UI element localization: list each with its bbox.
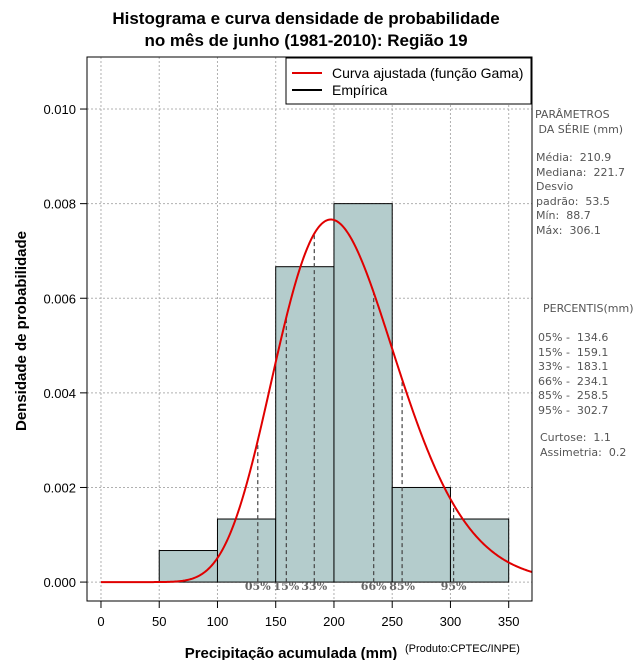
percentile-label: 95% xyxy=(441,580,467,593)
percentile-label: 33% xyxy=(301,580,327,593)
y-tick-label: 0.004 xyxy=(43,386,76,401)
y-tick-label: 0.010 xyxy=(43,102,76,117)
y-tick-label: 0.006 xyxy=(43,291,76,306)
percentiles-heading: PERCENTIS(mm) xyxy=(543,302,634,315)
params-heading: PARÂMETROS DA SÉRIE (mm) xyxy=(535,108,624,136)
gamma-curve xyxy=(100,218,533,584)
x-tick-label: 250 xyxy=(381,614,403,629)
y-tick-label: 0.000 xyxy=(43,575,76,590)
x-axis: 0 50 100 150 200 250 300 350 xyxy=(97,601,520,629)
x-tick-label: 300 xyxy=(440,614,462,629)
plot-frame xyxy=(86,56,533,602)
x-tick-label: 0 xyxy=(97,614,104,629)
histogram-bar xyxy=(216,518,277,583)
y-tick-label: 0.002 xyxy=(43,480,76,495)
x-tick-label: 50 xyxy=(152,614,166,629)
x-tick-label: 150 xyxy=(265,614,287,629)
x-tick-label: 100 xyxy=(207,614,229,629)
x-tick-label: 350 xyxy=(498,614,520,629)
percentile-label: 05% xyxy=(245,580,271,593)
legend-label-empirical: Empírica xyxy=(332,82,387,98)
x-axis-label: Precipitação acumulada (mm) xyxy=(185,645,398,660)
y-axis: 0.000 0.002 0.004 0.006 0.008 0.010 xyxy=(43,102,87,590)
histogram-bar xyxy=(158,550,218,583)
legend: Curva ajustada (função Gama) Empírica xyxy=(285,57,532,105)
legend-box xyxy=(285,57,532,105)
percentile-lines xyxy=(257,233,455,583)
product-credit: (Produto:CPTEC/INPE) xyxy=(405,643,520,655)
x-tick-label: 200 xyxy=(323,614,345,629)
params-values: Média: 210.9 Mediana: 221.7 Desvio padrã… xyxy=(536,151,625,237)
y-axis-label: Densidade de probabilidade xyxy=(13,231,30,431)
histogram-bar xyxy=(391,486,451,583)
histogram-bar xyxy=(275,266,335,583)
y-tick-label: 0.008 xyxy=(43,197,76,212)
histogram-bar xyxy=(449,518,510,583)
percentile-label: 85% xyxy=(389,580,415,593)
percentile-label: 66% xyxy=(361,580,387,593)
percentile-labels: 05% 15% 33% 66% 85% 95% xyxy=(245,580,467,593)
chart-title-line2: no mês de junho (1981-2010): Região 19 xyxy=(144,31,467,50)
percentile-label: 15% xyxy=(273,580,299,593)
legend-label-curve: Curva ajustada (função Gama) xyxy=(332,65,523,81)
histogram-bar xyxy=(333,203,393,583)
chart-title-line1: Histograma e curva densidade de probabil… xyxy=(112,9,499,28)
shape-stats: Curtose: 1.1 Assimetria: 0.2 xyxy=(540,431,627,459)
percentiles-values: 05% - 134.6 15% - 159.1 33% - 183.1 66% … xyxy=(538,331,609,417)
